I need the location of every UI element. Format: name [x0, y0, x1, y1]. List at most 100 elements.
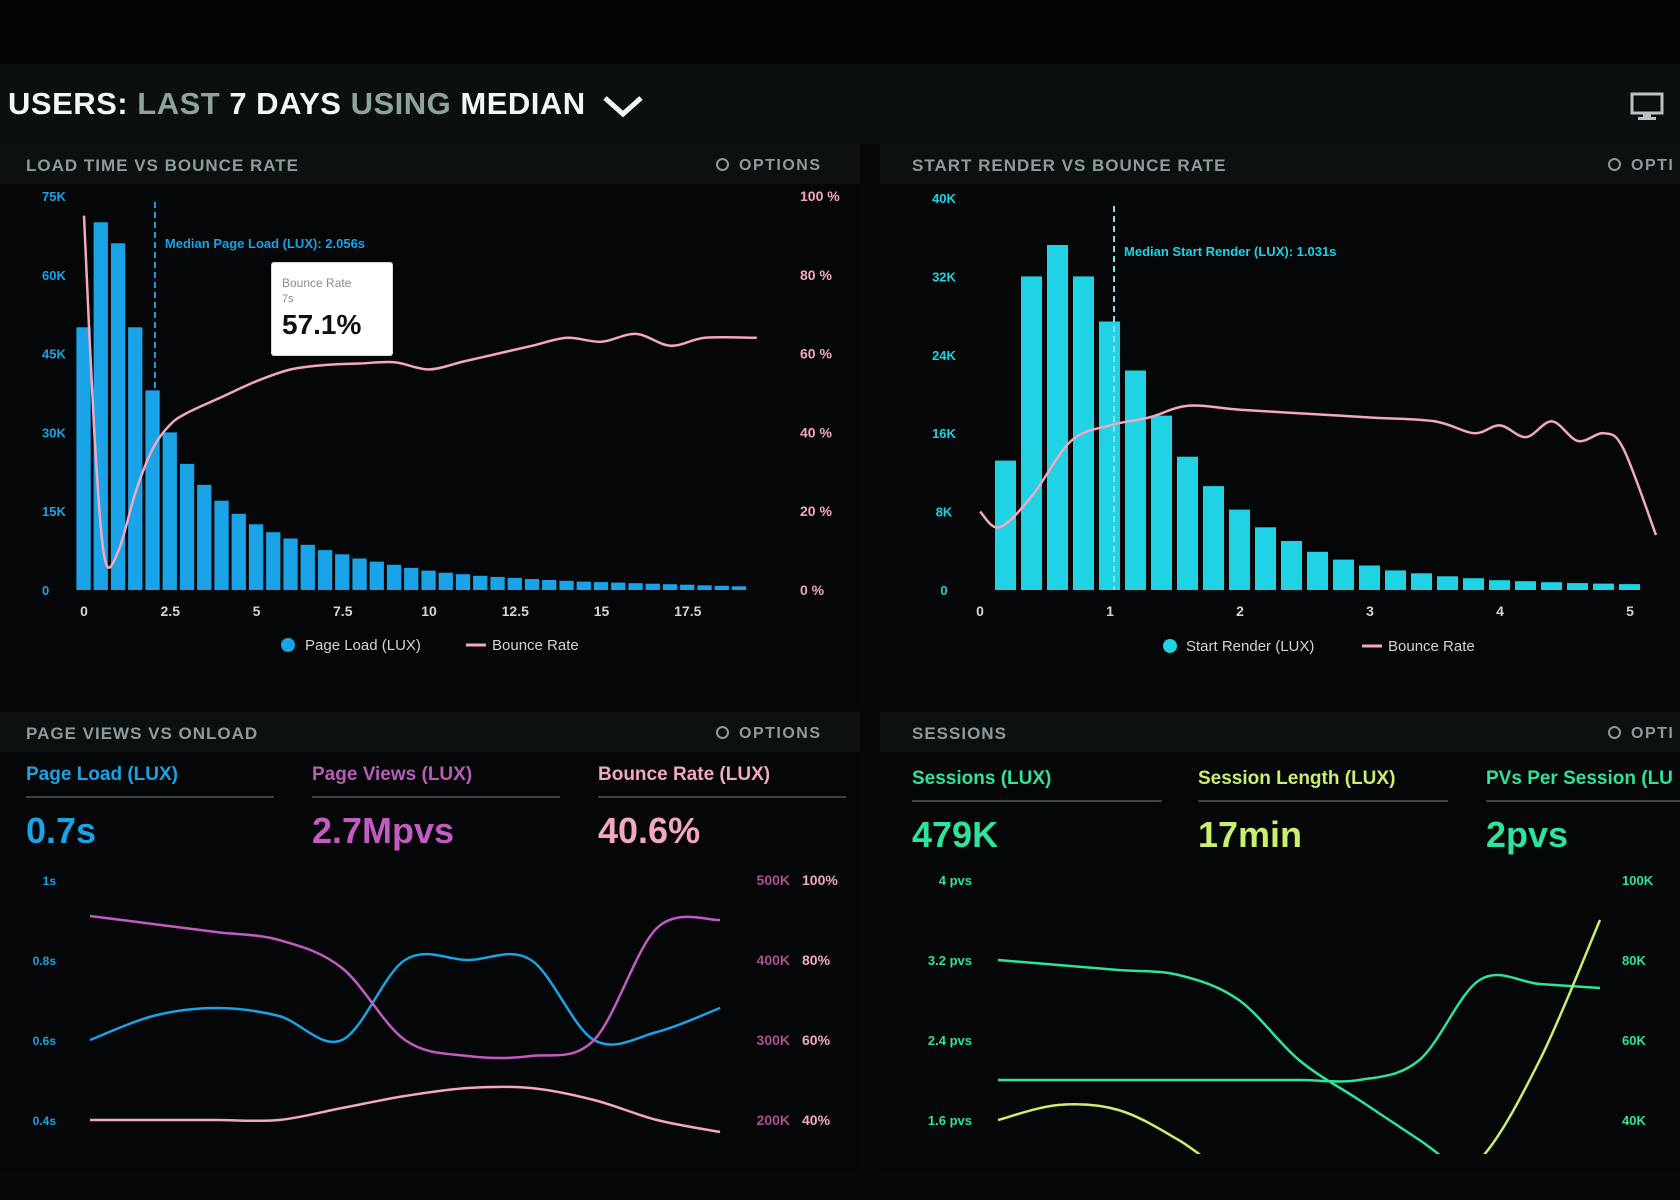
histogram-bar [697, 585, 712, 590]
histogram-bar [473, 575, 488, 590]
histogram-bar [1489, 580, 1510, 590]
histogram-bar [524, 579, 540, 590]
histogram-bar [662, 584, 678, 590]
metric-divider [312, 796, 560, 798]
y-tick-label: 24K [932, 348, 956, 363]
metric-pvs-per-session: PVs Per Session (LU 2pvs [1486, 768, 1680, 856]
load-time-bounce-panel: LOAD TIME VS BOUNCE RATE OPTIONS 0 15K 30K… [0, 144, 860, 704]
metric-value: 2pvs [1486, 814, 1569, 855]
legend-marker [281, 638, 295, 652]
y3-tick-label: 60% [802, 1032, 831, 1048]
options-label: OPTI [1631, 725, 1675, 742]
histogram-bar [162, 432, 177, 590]
y2-tick-label: 100K [1622, 873, 1654, 888]
y2-tick-label: 200K [757, 1112, 790, 1128]
tooltip-subtitle: 7s [282, 293, 294, 305]
monitor-icon[interactable] [1630, 92, 1664, 122]
y-tick-label: 3.2 pvs [928, 953, 972, 968]
legend-item-label: Bounce Rate [492, 637, 579, 654]
histogram-bar [731, 586, 747, 590]
histogram-bar [559, 580, 574, 590]
title-users: USERS: [8, 86, 129, 121]
histogram-bar [714, 585, 729, 590]
title-aggregation: MEDIAN [460, 86, 586, 121]
options-button[interactable]: OPTI [1608, 157, 1674, 175]
histogram-bar [1541, 582, 1562, 590]
histogram-bar [542, 580, 557, 590]
panel-title: SESSIONS [912, 724, 1007, 743]
histogram-bar [76, 327, 91, 590]
histogram-bar [1307, 551, 1328, 590]
histogram-bar [1359, 565, 1380, 590]
tooltip-title: Bounce Rate [282, 276, 352, 290]
page-views-chart: 0.4s 0.6s 0.8s 1s 200K 300K 400K 500K 40% 60% 80% 1… [33, 872, 838, 1134]
metric-divider [1198, 800, 1448, 802]
y-tick-label: 45K [42, 347, 66, 362]
options-label: OPTIONS [739, 725, 822, 742]
x-tick-label: 2.5 [161, 603, 181, 619]
histogram-bar [1047, 245, 1068, 590]
y-tick-label: 4 pvs [939, 873, 972, 888]
y-tick-label: 32K [932, 269, 956, 284]
y2-tick-label: 20 % [800, 503, 832, 519]
y-tick-label: 1.6 pvs [928, 1113, 972, 1128]
panel-header: LOAD TIME VS BOUNCE RATE OPTIONS [0, 144, 860, 184]
metric-divider [26, 796, 274, 798]
bounce-rate-tooltip: Bounce Rate 7s 57.1% [272, 263, 392, 355]
histogram-bar [352, 558, 367, 590]
histogram-bar [93, 222, 108, 591]
histogram-bar [1021, 276, 1042, 590]
histogram-bar [628, 583, 643, 590]
load-time-chart: 0 15K 30K 45K 60K 75K 0 % 20 % 40 % 60 % 80 % 100 %… [42, 188, 840, 654]
histogram-bar [179, 463, 195, 590]
histogram-bar [1515, 581, 1536, 590]
metric-session-length: Session Length (LUX) 17min [1198, 768, 1448, 856]
legend-marker [1163, 639, 1177, 653]
x-tick-label: 12.5 [502, 603, 529, 619]
bounce-rate-line [89, 1085, 721, 1134]
page-views-line [89, 914, 721, 1060]
metric-value: 17min [1198, 814, 1303, 855]
histogram-bar [128, 327, 143, 590]
histogram-bar [1593, 583, 1614, 590]
histogram-bar [317, 550, 333, 590]
metric-label: Page Views (LUX) [312, 764, 473, 785]
histogram-bar [1177, 456, 1198, 590]
options-button[interactable]: OPTIONS [716, 725, 822, 743]
options-button[interactable]: OPTI [1608, 725, 1674, 743]
histogram-bar [576, 581, 591, 590]
histogram-bar [110, 243, 126, 591]
histogram-bar [490, 576, 505, 590]
metric-page-load: Page Load (LUX) 0.7s [26, 764, 274, 852]
metric-value: 2.7Mpvs [312, 810, 455, 851]
dashboard-header: USERS: LAST 7 DAYS USING MEDIAN [0, 64, 1680, 144]
histogram-bar [1255, 527, 1276, 590]
histogram-bar [1151, 415, 1172, 590]
histogram-bar [231, 513, 246, 590]
histogram-bar [593, 582, 609, 590]
options-label: OPTI [1631, 157, 1675, 174]
metric-label: Bounce Rate (LUX) [598, 764, 771, 785]
y-tick-label: 0 [940, 583, 947, 598]
histogram-bar [283, 538, 298, 590]
x-tick-label: 1 [1106, 603, 1114, 619]
metric-label: Session Length (LUX) [1198, 768, 1396, 789]
panel-title: START RENDER VS BOUNCE RATE [912, 156, 1227, 175]
y2-tick-label: 500K [757, 872, 790, 888]
x-tick-label: 3 [1366, 603, 1374, 619]
x-tick-label: 15 [594, 603, 610, 619]
panel-title: LOAD TIME VS BOUNCE RATE [26, 156, 300, 175]
histogram-bar [1619, 584, 1640, 590]
options-button[interactable]: OPTIONS [716, 157, 822, 175]
chevron-down-icon[interactable] [603, 94, 643, 118]
y-tick-label: 40K [932, 191, 956, 206]
histogram-bar [335, 554, 350, 590]
title-range: 7 DAYS [229, 86, 342, 121]
histogram-bar [248, 524, 264, 590]
date-range-selector[interactable]: USERS: LAST 7 DAYS USING MEDIAN [8, 86, 643, 122]
start-render-chart: 0 8K 16K 24K 32K 40K 0 1 2 3 4 5 Median Start Render… [932, 191, 1658, 655]
y-tick-label: 0.6s [33, 1034, 57, 1048]
x-tick-label: 0 [976, 603, 984, 619]
histogram-bar [1229, 509, 1250, 590]
histogram-bar [404, 567, 419, 590]
